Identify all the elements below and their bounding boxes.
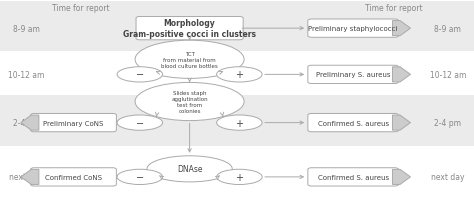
FancyBboxPatch shape bbox=[308, 168, 398, 186]
Text: Time for report: Time for report bbox=[52, 4, 109, 12]
Text: +: + bbox=[236, 172, 243, 182]
Ellipse shape bbox=[117, 169, 163, 185]
FancyBboxPatch shape bbox=[308, 20, 398, 38]
Ellipse shape bbox=[135, 83, 244, 121]
FancyBboxPatch shape bbox=[136, 17, 243, 41]
Text: next day: next day bbox=[431, 173, 465, 181]
Ellipse shape bbox=[117, 67, 163, 83]
Polygon shape bbox=[21, 170, 39, 184]
Polygon shape bbox=[392, 116, 410, 130]
Text: Preliminary CoNS: Preliminary CoNS bbox=[43, 120, 104, 126]
Text: DNAse: DNAse bbox=[177, 165, 202, 173]
Text: Time for report: Time for report bbox=[365, 4, 422, 12]
FancyBboxPatch shape bbox=[308, 66, 398, 84]
Text: −: − bbox=[136, 172, 144, 182]
FancyBboxPatch shape bbox=[30, 168, 117, 186]
Text: Confirmed CoNS: Confirmed CoNS bbox=[45, 174, 102, 180]
Polygon shape bbox=[392, 170, 410, 184]
FancyBboxPatch shape bbox=[0, 2, 474, 52]
Ellipse shape bbox=[135, 41, 244, 79]
Text: 8-9 am: 8-9 am bbox=[13, 25, 39, 33]
Text: Morphology
Gram-positive cocci in clusters: Morphology Gram-positive cocci in cluste… bbox=[123, 19, 256, 39]
Text: TCT
from material from
blood culture bottles: TCT from material from blood culture bot… bbox=[161, 52, 218, 68]
Text: Slides staph
agglutination
test from
colonies: Slides staph agglutination test from col… bbox=[171, 91, 208, 113]
Text: 10-12 am: 10-12 am bbox=[8, 71, 44, 79]
Text: −: − bbox=[136, 70, 144, 80]
Text: 8-9 am: 8-9 am bbox=[435, 25, 461, 33]
Ellipse shape bbox=[217, 115, 262, 131]
Text: −: − bbox=[136, 118, 144, 128]
Text: Preliminary S. aureus: Preliminary S. aureus bbox=[316, 72, 391, 78]
Text: 2-4 pm: 2-4 pm bbox=[13, 119, 39, 127]
Polygon shape bbox=[392, 22, 410, 36]
Ellipse shape bbox=[147, 156, 232, 182]
Text: +: + bbox=[236, 118, 243, 128]
Text: Confirmed S. aureus: Confirmed S. aureus bbox=[318, 174, 389, 180]
Text: +: + bbox=[236, 70, 243, 80]
Ellipse shape bbox=[117, 115, 163, 131]
Text: 2-4 pm: 2-4 pm bbox=[435, 119, 461, 127]
Polygon shape bbox=[392, 68, 410, 82]
Ellipse shape bbox=[217, 67, 262, 83]
Ellipse shape bbox=[217, 169, 262, 185]
FancyBboxPatch shape bbox=[30, 114, 117, 132]
Text: Preliminary staphylococci: Preliminary staphylococci bbox=[309, 26, 398, 32]
Text: 10-12 am: 10-12 am bbox=[430, 71, 466, 79]
FancyBboxPatch shape bbox=[0, 96, 474, 146]
Text: next day: next day bbox=[9, 173, 43, 181]
FancyBboxPatch shape bbox=[308, 114, 398, 132]
Text: Confirmed S. aureus: Confirmed S. aureus bbox=[318, 120, 389, 126]
Polygon shape bbox=[21, 116, 39, 130]
